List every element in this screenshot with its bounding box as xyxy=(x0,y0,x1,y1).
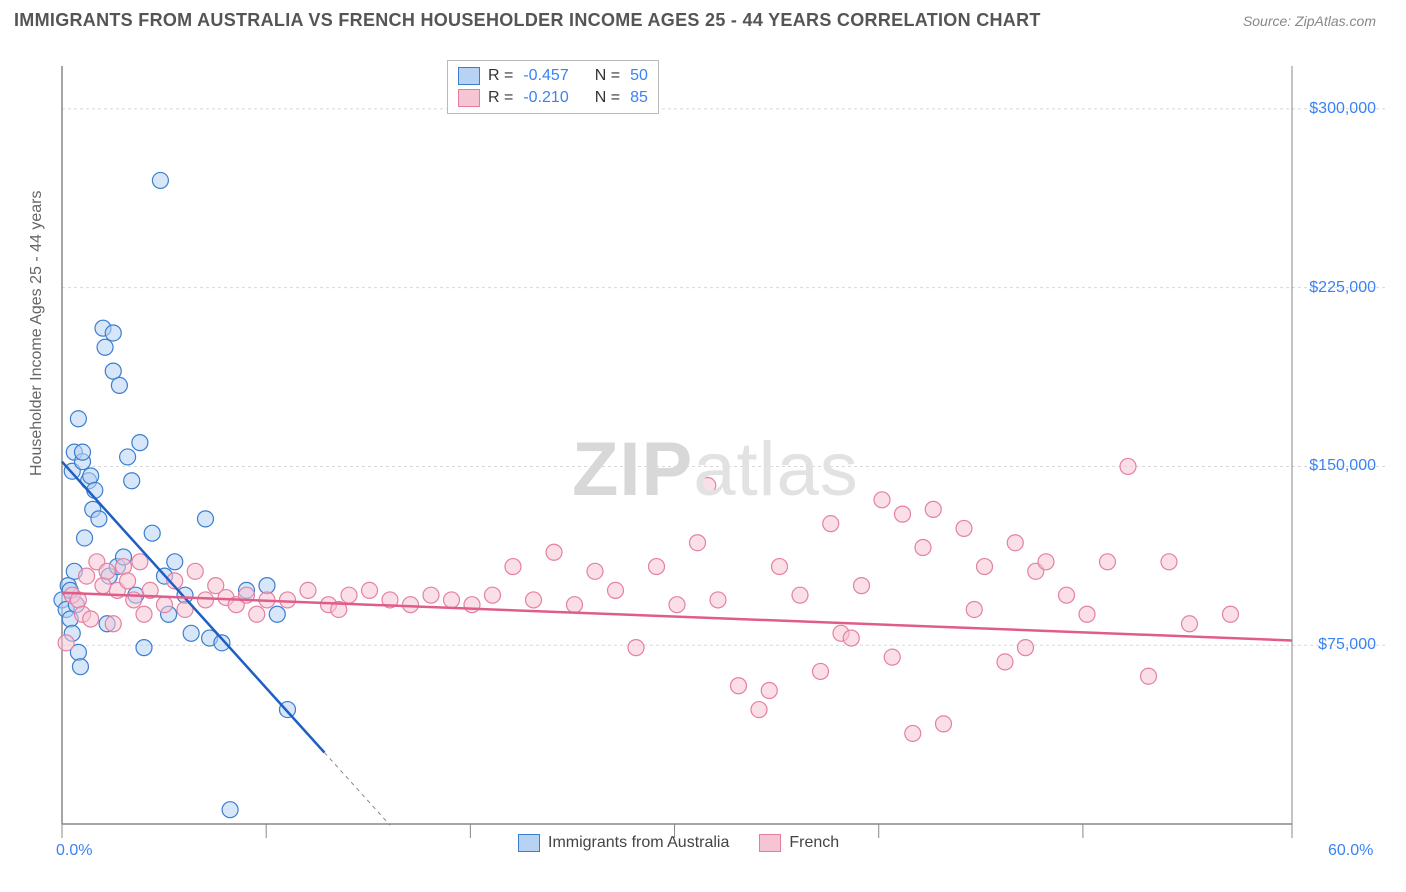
y-tick-label: $300,000 xyxy=(1309,100,1376,118)
correlation-legend: R = -0.457 N = 50 R = -0.210 N = 85 xyxy=(447,60,659,114)
swatch-series-b xyxy=(759,834,781,852)
legend-item-series-a: Immigrants from Australia xyxy=(518,834,729,852)
swatch-series-b xyxy=(458,89,480,107)
x-tick-end: 60.0% xyxy=(1328,842,1373,860)
correlation-chart: ZIPatlas Householder Income Ages 25 - 44… xyxy=(52,56,1388,856)
x-tick-start: 0.0% xyxy=(56,842,92,860)
source-credit: Source: ZipAtlas.com xyxy=(1243,13,1376,29)
legend-row-series-a: R = -0.457 N = 50 xyxy=(458,65,648,87)
legend-row-series-b: R = -0.210 N = 85 xyxy=(458,87,648,109)
y-tick-label: $150,000 xyxy=(1309,457,1376,475)
scatter-plot-svg xyxy=(52,56,1388,856)
swatch-series-a xyxy=(458,67,480,85)
legend-item-series-b: French xyxy=(759,834,839,852)
y-axis-label: Householder Income Ages 25 - 44 years xyxy=(28,191,46,477)
series-legend: Immigrants from Australia French xyxy=(518,834,839,852)
y-tick-label: $75,000 xyxy=(1318,636,1376,654)
page-title: IMMIGRANTS FROM AUSTRALIA VS FRENCH HOUS… xyxy=(14,10,1041,31)
y-tick-label: $225,000 xyxy=(1309,279,1376,297)
swatch-series-a xyxy=(518,834,540,852)
